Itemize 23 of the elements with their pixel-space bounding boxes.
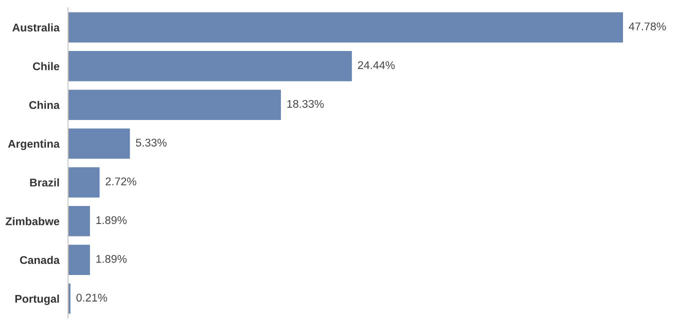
bar xyxy=(68,206,90,236)
y-tick-label: Argentina xyxy=(8,140,60,150)
bar xyxy=(68,90,281,120)
data-label: 47.78% xyxy=(628,22,666,30)
data-label: 18.33% xyxy=(287,100,324,108)
bar xyxy=(68,167,100,198)
y-tick-label: Chile xyxy=(32,62,60,70)
y-tick-label: Brazil xyxy=(30,178,59,187)
data-label: 5.33% xyxy=(136,138,167,147)
y-tick-label: Canada xyxy=(20,256,60,264)
bar xyxy=(68,128,130,159)
y-tick-label: China xyxy=(29,100,60,110)
data-label: 1.89% xyxy=(96,216,127,224)
y-tick-label: Zimbabwe xyxy=(6,217,60,226)
bar xyxy=(68,12,623,42)
y-tick-label: Portugal xyxy=(15,294,59,306)
bar xyxy=(68,244,90,275)
y-tick-label: Australia xyxy=(12,23,60,32)
data-label: 1.89% xyxy=(96,254,127,263)
data-label: 2.72% xyxy=(106,177,136,186)
bar xyxy=(68,51,352,82)
data-label: 0.21% xyxy=(76,294,108,302)
data-label: 24.44% xyxy=(358,61,395,70)
